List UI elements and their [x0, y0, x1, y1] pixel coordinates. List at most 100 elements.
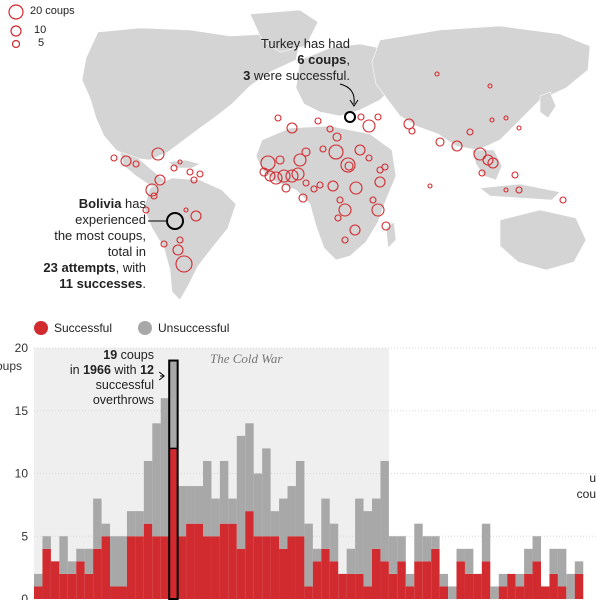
annotation-1966-arrowhead [158, 371, 166, 381]
bolivia-line4: total in [107, 244, 146, 259]
annotation-1966-successful-count: 12 [140, 363, 154, 377]
bar-successful [422, 561, 432, 599]
annotation-1966-line3: successful [95, 378, 154, 392]
bar-successful [541, 586, 550, 599]
bar-successful [312, 561, 322, 599]
bar-successful [59, 573, 68, 599]
bar-unsuccessful [59, 536, 68, 574]
bar-successful [363, 586, 372, 599]
bar-unsuccessful [321, 498, 330, 549]
bar-unsuccessful [143, 460, 153, 524]
y-tick-label: 20 [15, 341, 29, 355]
coup-bubble [301, 147, 311, 157]
bar-successful [456, 561, 465, 599]
coup-bubble [269, 171, 283, 185]
coup-bubble [403, 118, 415, 130]
asia-shape [371, 25, 591, 151]
coup-bubble [478, 169, 486, 177]
bar-successful [524, 573, 533, 599]
bar-unsuccessful [388, 536, 398, 574]
size-legend [8, 4, 24, 49]
coup-bubble [349, 224, 361, 236]
coup-bubble [281, 183, 291, 193]
bolivia-line5-rest: , with [115, 260, 146, 275]
coup-bubble [150, 192, 158, 200]
bar-successful [42, 548, 51, 599]
coup-bubble [190, 210, 202, 222]
coup-bubble [374, 176, 386, 188]
coup-bubble [344, 161, 354, 171]
bar-unsuccessful [312, 548, 322, 562]
coup-bubbles [110, 71, 567, 273]
coup-bubble [285, 169, 299, 183]
bar-unsuccessful [76, 548, 85, 562]
y-tick-label: 5 [21, 529, 28, 543]
coup-bubble [354, 144, 366, 156]
coup-bubble [487, 157, 499, 169]
coup-bubble [451, 140, 463, 152]
bar-unsuccessful [566, 573, 575, 599]
bar-unsuccessful [346, 548, 356, 574]
annotation-1966-line1-rest: coups [117, 348, 154, 362]
turkey-annotation: Turkey has had 6 coups, 3 were successfu… [210, 36, 350, 84]
bar-unsuccessful [279, 498, 288, 549]
coup-bubble [291, 167, 305, 181]
bar-successful [321, 548, 330, 599]
bar-successful [549, 573, 558, 599]
turkey-arrow [339, 83, 355, 105]
bar-unsuccessful [524, 548, 533, 574]
coup-bubble [336, 196, 344, 204]
annotation-1966-line4: overthrows [92, 393, 154, 407]
bolivia-line6-rest: . [142, 276, 146, 291]
bar-unsuccessful [67, 561, 77, 574]
chart-legend: Successful Unsuccessful [34, 319, 294, 337]
coup-bubble [302, 179, 310, 187]
coup-bubble [489, 117, 495, 123]
y-axis-label: coups [0, 359, 22, 373]
coup-bubble [362, 119, 376, 133]
south-america-shape [143, 177, 237, 301]
bar-unsuccessful [329, 523, 339, 562]
bar-unsuccessful [253, 473, 263, 537]
bar-unsuccessful [118, 536, 127, 587]
bar-unsuccessful [236, 435, 246, 549]
bar-unsuccessful [211, 498, 220, 537]
coup-bubble [160, 240, 168, 248]
australia-shape [499, 209, 587, 271]
coup-bubble [371, 203, 385, 217]
bar-unsuccessful [515, 573, 525, 587]
annotation-1966-mid: with [110, 363, 141, 377]
bar-unsuccessful [42, 536, 51, 549]
coup-bubble [327, 180, 339, 192]
y-tick-label: 15 [15, 404, 29, 418]
bar-successful [50, 561, 60, 599]
bar-unsuccessful [574, 561, 584, 574]
bar-unsuccessful [363, 511, 372, 587]
bar-successful [464, 573, 474, 599]
coup-bubble [427, 183, 433, 189]
bar-successful [160, 536, 170, 599]
bar-unsuccessful [448, 586, 457, 599]
bar-unsuccessful [203, 460, 212, 537]
coup-bubble [314, 117, 322, 125]
bolivia-successes: 11 successes [59, 276, 143, 291]
bar-successful [67, 573, 77, 599]
africa-shape [255, 125, 397, 261]
turkey-line1: Turkey has had [260, 36, 350, 51]
bar-unsuccessful [287, 486, 296, 537]
legend-circle-5 [11, 39, 21, 49]
bar-unsuccessful [456, 548, 465, 562]
bar-successful [194, 523, 203, 599]
bar-successful [186, 523, 195, 599]
bar-successful [152, 536, 161, 599]
bar-successful [118, 586, 127, 599]
y-tick-label: 10 [15, 467, 29, 481]
bar-successful [439, 586, 449, 599]
bar-unsuccessful [439, 573, 449, 587]
bar-successful [473, 573, 482, 599]
bar-successful [262, 536, 271, 599]
indonesia-shape [479, 183, 561, 201]
bolivia-line3: the most coups, [54, 228, 146, 243]
bar-unsuccessful [431, 536, 440, 549]
